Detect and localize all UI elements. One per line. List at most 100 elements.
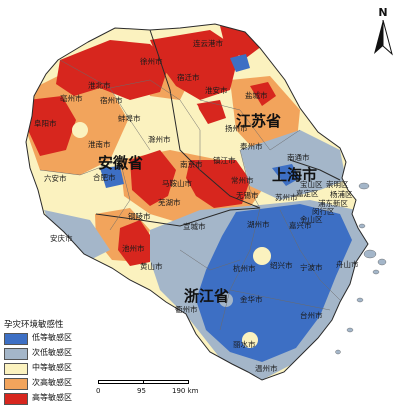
city-label: 常州市 — [231, 175, 254, 185]
city-label: 池州市 — [122, 243, 145, 253]
city-label: 湖州市 — [247, 219, 270, 229]
city-label: 阜阳市 — [34, 118, 57, 128]
city-label: 衢州市 — [175, 304, 198, 314]
legend-label: 高等敏感区 — [32, 393, 72, 402]
city-label: 连云港市 — [193, 38, 223, 48]
city-label: 舟山市 — [336, 259, 359, 269]
legend-label: 次低敏感区 — [32, 348, 72, 357]
city-label: 金山区 — [300, 214, 323, 224]
zone-low — [230, 54, 250, 72]
city-label: 宁波市 — [300, 262, 323, 272]
scale-label: 95 — [137, 387, 146, 395]
province-label: 江苏省 — [236, 112, 281, 130]
city-label: 嘉定区 — [296, 188, 319, 198]
city-label: 镇江市 — [213, 155, 236, 165]
legend-swatch — [4, 333, 28, 345]
city-label: 宿州市 — [100, 95, 123, 105]
scale-bar: 0 95 190 km — [96, 380, 198, 402]
city-label: 南京市 — [180, 159, 203, 169]
city-label: 六安市 — [44, 173, 67, 183]
city-label: 崇明区 — [326, 180, 349, 189]
city-label: 金华市 — [240, 294, 263, 304]
province-label: 安徽省 — [98, 154, 143, 172]
city-label: 淮安市 — [205, 85, 228, 95]
legend-item: 次低敏感区 — [4, 347, 106, 360]
city-label: 马鞍山市 — [162, 178, 192, 188]
city-label: 丽水市 — [233, 339, 256, 349]
city-label: 无锡市 — [236, 190, 259, 200]
city-label: 安庆市 — [50, 233, 73, 243]
city-label: 滁州市 — [148, 134, 171, 144]
zone-high — [118, 220, 152, 266]
zone-high — [196, 100, 226, 124]
city-label: 蚌埠市 — [118, 113, 141, 123]
city-label: 杭州市 — [233, 263, 256, 273]
study-area-boundary — [25, 23, 369, 381]
legend-item: 次高敏感区 — [4, 377, 106, 390]
city-label: 闵行区 — [312, 206, 335, 216]
city-label: 淮北市 — [88, 80, 111, 90]
legend-item: 中等敏感区 — [4, 362, 106, 375]
north-arrow-icon — [374, 20, 393, 56]
city-label: 杨浦区 — [330, 189, 353, 199]
legend-label: 低等敏感区 — [32, 333, 72, 342]
province-boundaries — [95, 29, 341, 227]
city-label: 盐城市 — [245, 90, 268, 100]
city-label: 浦东新区 — [318, 198, 348, 208]
scale-segment — [98, 380, 144, 384]
city-label: 亳州市 — [60, 93, 83, 103]
zone-high — [28, 96, 76, 156]
city-label: 徐州市 — [140, 56, 163, 66]
city-label: 嘉兴市 — [289, 220, 312, 230]
legend-label: 次高敏感区 — [32, 378, 72, 387]
legend-item: 低等敏感区 — [4, 332, 106, 345]
legend-swatch — [4, 393, 28, 405]
zone-high — [250, 82, 276, 106]
zone-low — [100, 166, 124, 188]
city-label: 合肥市 — [93, 172, 116, 182]
legend-swatch — [4, 348, 28, 360]
city-label: 南通市 — [287, 152, 310, 162]
legend: 孕灾环境敏感性 低等敏感区 次低敏感区 中等敏感区 次高敏感区 高等敏感区 — [4, 318, 106, 410]
legend-label: 中等敏感区 — [32, 363, 72, 372]
zone-low — [272, 164, 300, 186]
province-label: 浙江省 — [184, 287, 229, 305]
city-label: 绍兴市 — [270, 260, 293, 270]
city-label: 扬州市 — [225, 123, 248, 133]
zone-high — [56, 40, 170, 100]
city-label: 宿迁市 — [177, 72, 200, 82]
legend-title: 孕灾环境敏感性 — [4, 320, 64, 330]
zone-medium-spot — [219, 293, 233, 307]
scale-segment — [143, 380, 189, 384]
city-label: 苏州市 — [275, 192, 298, 202]
city-label: 泰州市 — [240, 141, 263, 151]
city-label: 黄山市 — [140, 261, 163, 271]
legend-item: 高等敏感区 — [4, 392, 106, 405]
north-label: N — [378, 6, 388, 19]
zone-sub-low — [240, 130, 346, 200]
legend-swatch — [4, 378, 28, 390]
province-labels: 江苏省 安徽省 上海市 浙江省 — [98, 112, 317, 305]
scale-label: 0 — [96, 387, 101, 395]
zone-low — [196, 204, 352, 362]
zone-medium-spot — [253, 247, 271, 265]
city-boundaries — [39, 59, 341, 331]
city-label: 芜湖市 — [158, 197, 181, 207]
city-labels: 连云港市 徐州市 宿迁市 盐城市 淮北市 亳州市 淮安市 宿州市 阜阳市 蚌埠市… — [34, 38, 359, 373]
zone-medium-spot — [72, 122, 88, 138]
sensitivity-zones — [26, 26, 368, 380]
zone-medium-spot — [242, 332, 258, 348]
zone-medium-spot — [181, 101, 199, 119]
legend-swatch — [4, 363, 28, 375]
city-label: 铜陵市 — [128, 211, 151, 221]
zone-sub-low — [44, 210, 110, 262]
city-label: 温州市 — [255, 363, 278, 373]
city-label: 淮南市 — [88, 139, 111, 149]
city-label: 宣城市 — [183, 221, 206, 231]
zone-high — [150, 30, 240, 100]
city-label: 台州市 — [300, 310, 323, 320]
scale-label: 190 km — [172, 387, 199, 395]
north-arrow: N — [368, 6, 398, 58]
